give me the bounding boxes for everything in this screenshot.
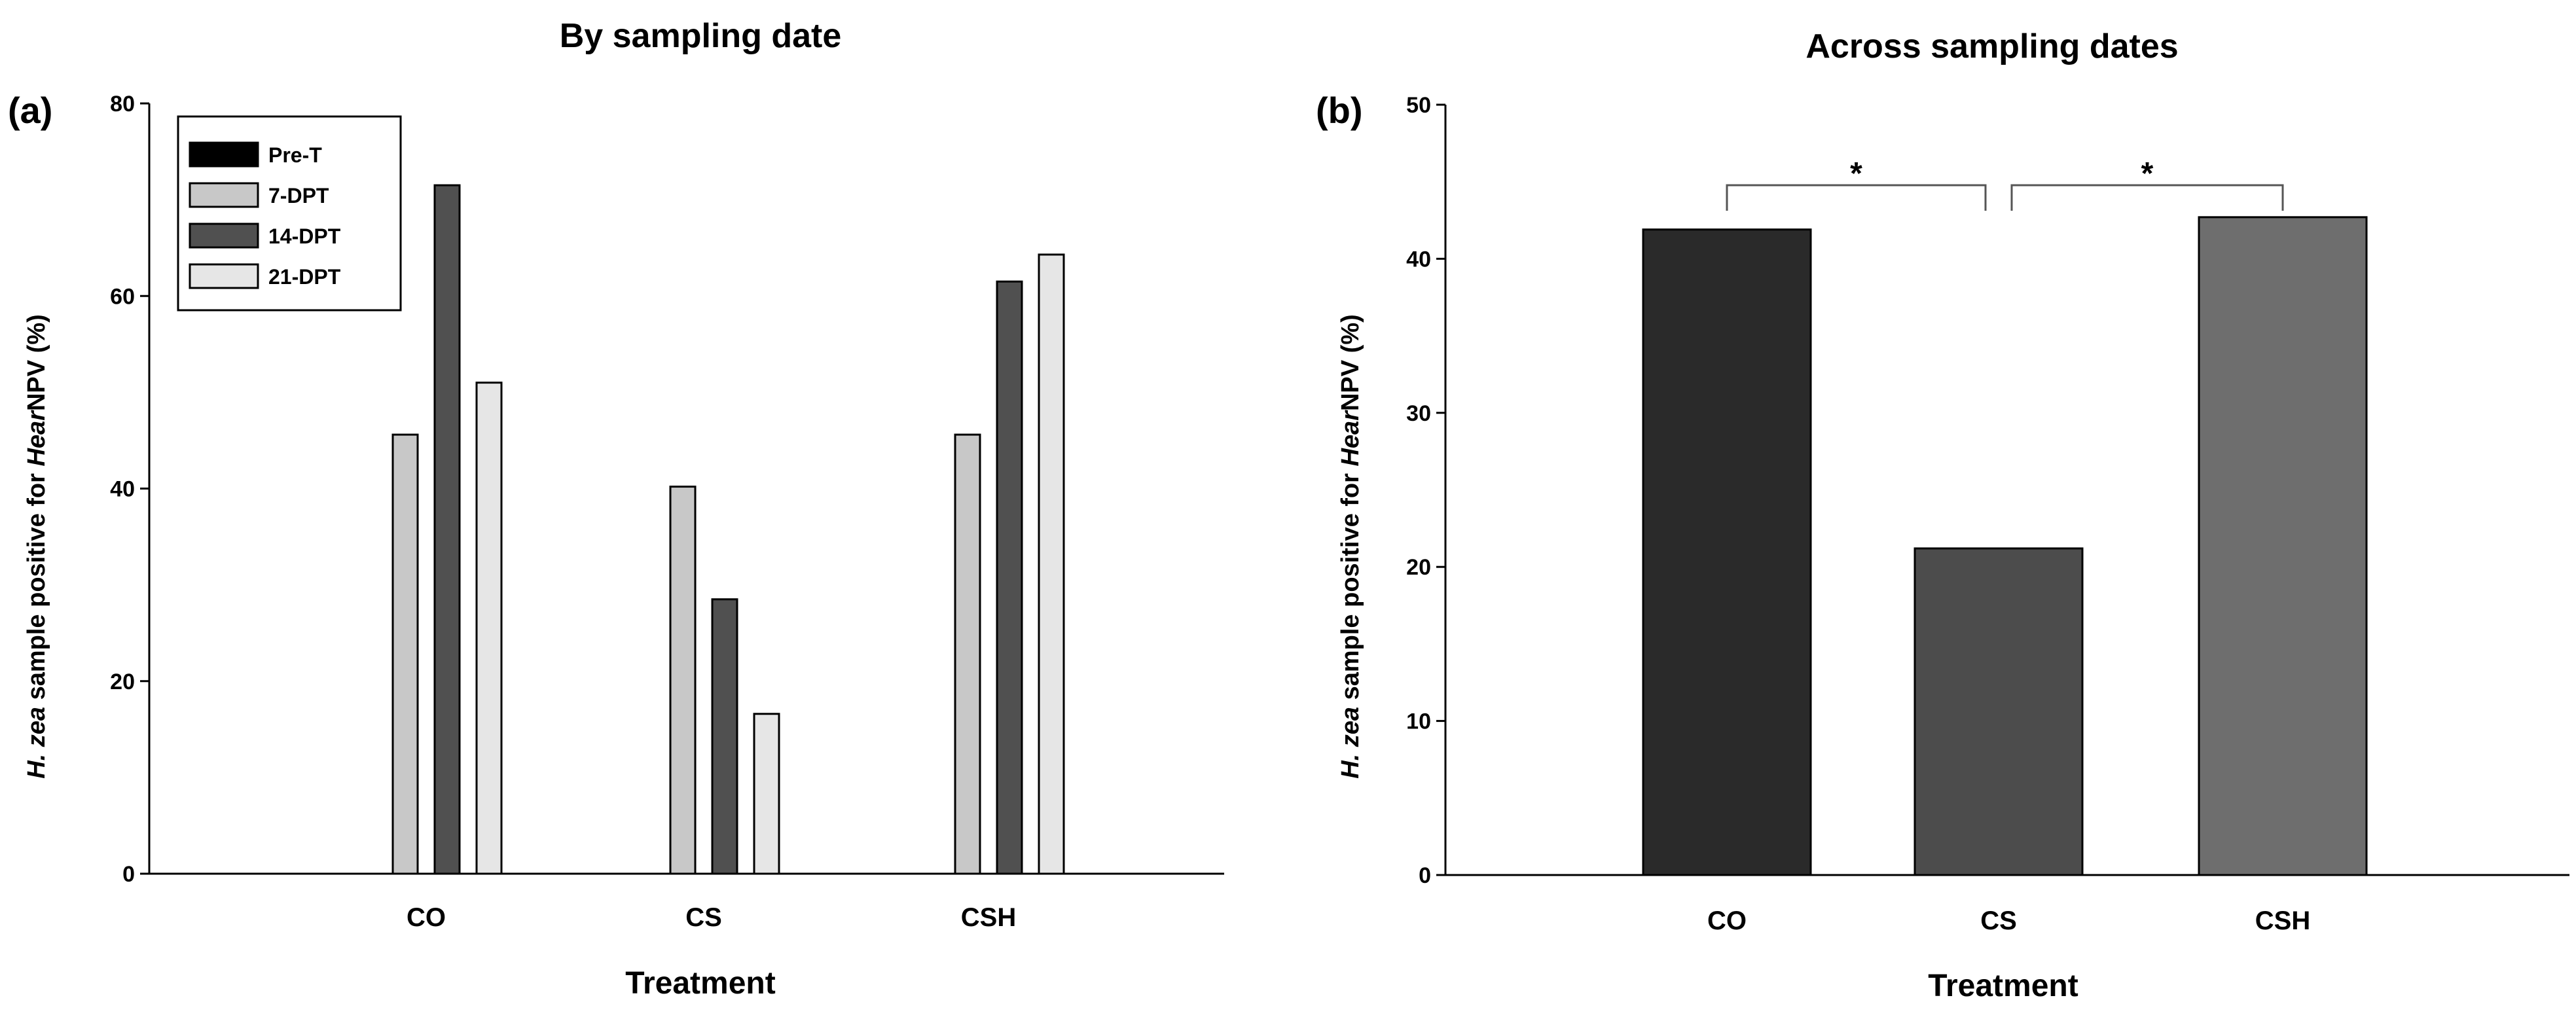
panel-b-x-tick-label-co: CO [1707, 906, 1747, 935]
panel-a-legend-swatch-14-dpt [189, 223, 259, 249]
panel-a-legend-swatch-7-dpt [189, 182, 259, 208]
panel-a-legend-swatch-21-dpt [189, 263, 259, 289]
panel-a-bar-co-7-dpt [391, 433, 419, 875]
panel-b-x-tick-label-cs: CS [1980, 906, 2017, 935]
panel-b-y-tick-label: 10 [1406, 709, 1431, 734]
panel-a-by-sampling-date: By sampling date (a) 0 20 40 60 80 CO CS CSH Tr… [8, 17, 1224, 1001]
panel-a-legend: Pre-T 7-DPT 14-DPT 21-DPT [177, 115, 402, 312]
panel-a-x-tick-label-co: CO [407, 903, 446, 932]
panel-a-bar-co-21-dpt [475, 382, 503, 875]
panel-a-ylabel-species: H. zea [23, 707, 50, 779]
panel-a-title: By sampling date [560, 17, 842, 55]
panel-b-y-tick-label: 30 [1406, 401, 1431, 426]
panel-b-y-tick-label: 50 [1406, 93, 1431, 118]
panel-b-label: (b) [1316, 90, 1363, 131]
panel-a-ylabel-virus-italic: Hear [23, 410, 50, 467]
panel-a-y-tick-label: 20 [110, 670, 135, 694]
panel-a-ylabel-mid: sample positive for [23, 467, 50, 707]
panel-b-significance-bracket-cs-csh [2010, 184, 2284, 211]
panel-b-title: Across sampling dates [1805, 27, 2178, 65]
panel-a-legend-label-7-dpt: 7-DPT [268, 184, 329, 207]
panel-a-bar-csh-21-dpt [1038, 253, 1065, 875]
panel-b-plot-area: 0 10 20 30 40 50 CO CS CSH * * [1406, 93, 2569, 935]
panel-a-bar-co-14-dpt [433, 184, 461, 875]
panel-b-y-tick-label: 0 [1419, 863, 1431, 888]
panel-a-y-tick-label: 40 [110, 477, 135, 502]
panel-a-y-tick-label: 0 [122, 862, 135, 887]
panel-a-legend-label-21-dpt: 21-DPT [268, 265, 341, 289]
panel-a-legend-label-14-dpt: 14-DPT [268, 224, 341, 248]
panel-b-bar-csh [2198, 216, 2368, 876]
panel-a-bar-cs-14-dpt [711, 598, 738, 875]
panel-b-ylabel-species: H. zea [1337, 707, 1364, 779]
panel-a-bar-csh-14-dpt [996, 280, 1023, 875]
panel-b-ylabel-mid: sample positive for [1337, 467, 1364, 707]
panel-a-ylabel-suffix: NPV (%) [23, 314, 50, 411]
panel-a-legend-swatch-pre-t [189, 141, 259, 168]
panel-b-x-axis-title: Treatment [1928, 969, 2078, 1003]
panel-a-x-tick-label-cs: CS [685, 903, 722, 932]
panel-a-legend-label-pre-t: Pre-T [268, 143, 322, 167]
panel-a-x-tick-label-csh: CSH [961, 903, 1016, 932]
panel-b-y-tick-label: 20 [1406, 555, 1431, 580]
panel-a-y-axis-title: H. zea sample positive for HearNPV (%) [23, 314, 50, 779]
panel-b-significance-bracket-co-cs [1726, 184, 1987, 211]
panel-a-y-tick-label: 60 [110, 284, 135, 309]
panel-b-bar-co [1642, 228, 1812, 876]
panel-a-label: (a) [8, 90, 52, 131]
panel-b-x-tick-label-csh: CSH [2255, 906, 2310, 935]
panel-a-bar-csh-7-dpt [954, 433, 981, 875]
panel-a-x-axis-title: Treatment [625, 966, 775, 1001]
panel-a-y-tick-label: 80 [110, 92, 135, 116]
panel-a-bar-cs-7-dpt [669, 486, 697, 875]
panel-b-significance-star-co-cs: * [1850, 156, 1862, 191]
panel-b-ylabel-virus-italic: Hear [1337, 410, 1364, 467]
panel-b-y-axis-title: H. zea sample positive for HearNPV (%) [1337, 314, 1364, 779]
panel-b-across-sampling-dates: Across sampling dates (b) 0 10 20 30 40 50 CO C… [1316, 27, 2569, 1003]
panel-b-ylabel-suffix: NPV (%) [1337, 314, 1364, 411]
panel-b-y-tick-label: 40 [1406, 247, 1431, 272]
panel-a-plot-area: 0 20 40 60 80 CO CS CSH [110, 92, 1224, 932]
panel-b-significance-star-cs-csh: * [2141, 156, 2154, 191]
panel-b-bar-cs [1914, 547, 2084, 876]
panel-a-bar-cs-21-dpt [753, 713, 780, 875]
